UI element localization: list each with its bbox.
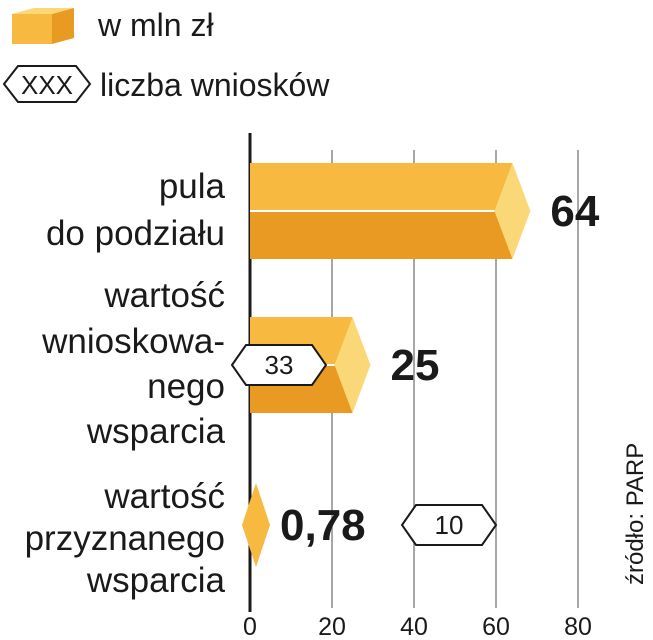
legend-count-icon: XXX bbox=[2, 65, 92, 103]
category-label: wartość bbox=[103, 477, 225, 516]
bar: 25 33 bbox=[230, 317, 440, 413]
bar-value-label: 25 bbox=[391, 341, 440, 390]
category-label: wsparcia bbox=[86, 561, 226, 600]
legend-count-symbol: XXX bbox=[21, 70, 73, 100]
legend-value-icon bbox=[12, 8, 74, 44]
count-badge-label: 33 bbox=[265, 350, 294, 380]
count-badge-shape bbox=[230, 344, 328, 386]
category-label: do podziału bbox=[46, 214, 225, 253]
count-badge: 10 bbox=[400, 504, 498, 546]
bar-bottom bbox=[250, 211, 513, 259]
x-axis-ticks: 0 20 40 60 80 bbox=[243, 613, 592, 640]
bar-end-cap bbox=[494, 163, 531, 259]
source-label: źródło: PARP bbox=[622, 443, 649, 585]
bar: 64 bbox=[250, 163, 600, 259]
x-tick-label: 0 bbox=[243, 613, 257, 640]
category-label: pula bbox=[159, 167, 226, 206]
category-labels: pula do podziału wartość wnioskowa-nego wspa… bbox=[25, 167, 226, 600]
count-badge-label: 10 bbox=[435, 510, 464, 540]
category-label: wsparcia bbox=[86, 412, 226, 451]
bar-value-label: 64 bbox=[550, 187, 599, 236]
category-label: wnioskowa- bbox=[41, 322, 225, 361]
category-label: wartość bbox=[103, 276, 225, 315]
x-tick-label: 80 bbox=[564, 613, 592, 640]
bars: 64 25 33 0,78 10 bbox=[230, 163, 600, 567]
bar-end-cap bbox=[334, 317, 371, 413]
bar-value-label: 0,78 bbox=[280, 501, 366, 550]
category-label: nego bbox=[147, 367, 225, 406]
count-badge-shape bbox=[400, 504, 498, 546]
category-label: przyznanego bbox=[25, 519, 225, 558]
legend-count-label: liczba wniosków bbox=[100, 67, 330, 103]
legend-value-label: w mln zł bbox=[97, 7, 214, 43]
bar-top bbox=[250, 163, 513, 211]
x-tick-label: 40 bbox=[400, 613, 428, 640]
bar: 0,78 10 bbox=[242, 483, 498, 567]
bar-end-cap bbox=[242, 483, 270, 567]
x-tick-label: 20 bbox=[318, 613, 346, 640]
x-tick-label: 60 bbox=[482, 613, 510, 640]
legend: w mln zł XXX liczba wniosków bbox=[2, 7, 330, 103]
count-badge: 33 bbox=[230, 344, 328, 386]
